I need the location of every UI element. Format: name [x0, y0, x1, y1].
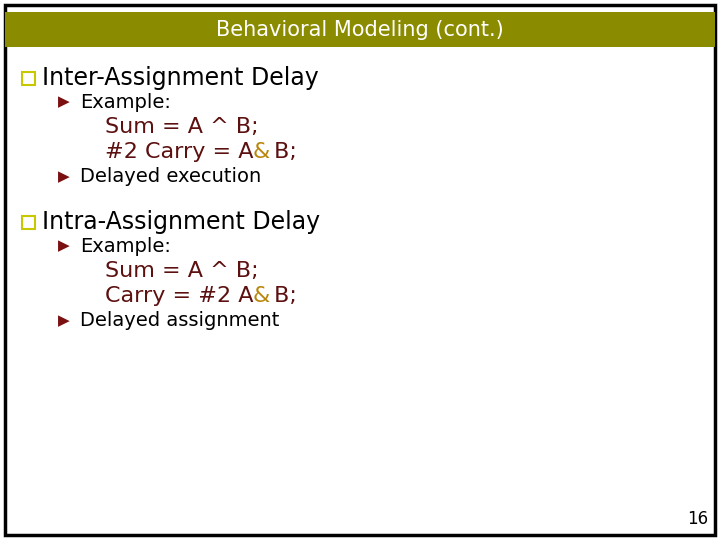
Text: Sum = A ^ B;: Sum = A ^ B; [105, 261, 258, 281]
FancyBboxPatch shape [22, 215, 35, 228]
Text: ▶: ▶ [58, 314, 70, 328]
FancyBboxPatch shape [22, 71, 35, 84]
Text: Example:: Example: [80, 92, 171, 111]
Text: B;: B; [267, 142, 297, 162]
Text: ▶: ▶ [58, 170, 70, 185]
Text: Behavioral Modeling (cont.): Behavioral Modeling (cont.) [216, 20, 504, 40]
Text: Inter-Assignment Delay: Inter-Assignment Delay [42, 66, 319, 90]
Text: &: & [253, 142, 270, 162]
Text: 16: 16 [687, 510, 708, 528]
Text: ▶: ▶ [58, 239, 70, 253]
Text: Carry = #2 A: Carry = #2 A [105, 286, 261, 306]
Text: Intra-Assignment Delay: Intra-Assignment Delay [42, 210, 320, 234]
Text: Example:: Example: [80, 237, 171, 255]
Text: #2 Carry = A: #2 Carry = A [105, 142, 261, 162]
Text: &: & [253, 286, 270, 306]
Text: B;: B; [267, 286, 297, 306]
Text: ▶: ▶ [58, 94, 70, 110]
Text: Sum = A ^ B;: Sum = A ^ B; [105, 117, 258, 137]
FancyBboxPatch shape [5, 5, 715, 535]
Text: Delayed execution: Delayed execution [80, 167, 261, 186]
Text: Delayed assignment: Delayed assignment [80, 312, 279, 330]
FancyBboxPatch shape [5, 12, 715, 47]
